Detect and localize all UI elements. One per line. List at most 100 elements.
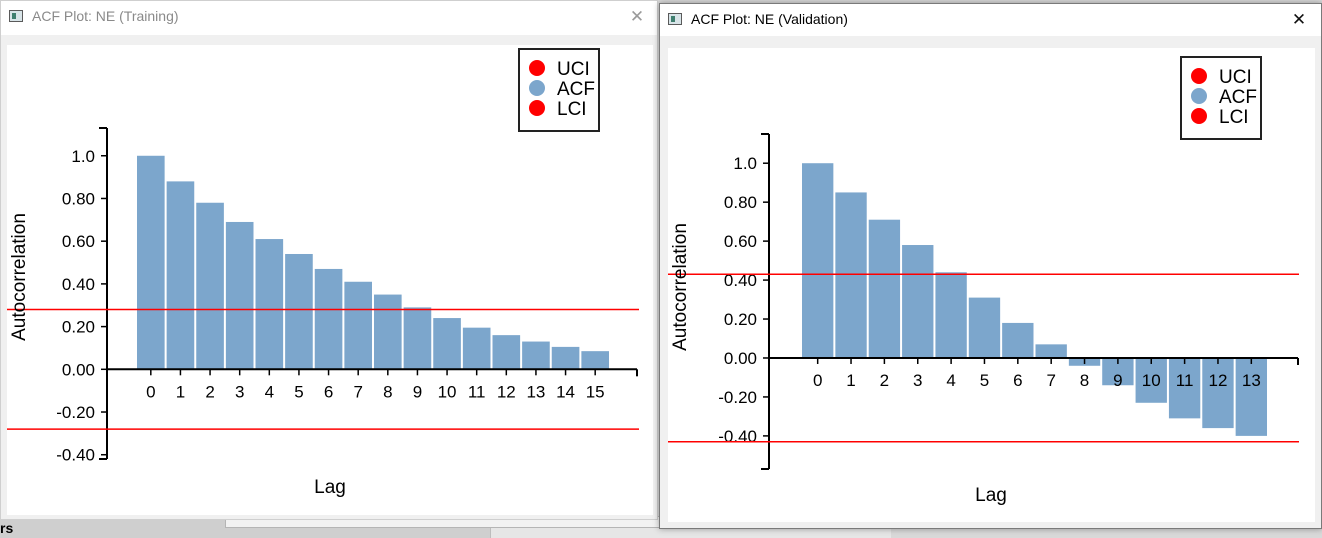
acf-bar — [868, 219, 901, 358]
acf-bar — [1002, 322, 1034, 358]
x-axis-label: Lag — [975, 485, 1007, 506]
close-button[interactable]: ✕ — [629, 7, 645, 26]
x-tick-label: 10 — [438, 382, 457, 401]
y-tick-label: 0.20 — [724, 310, 757, 329]
acf-bar — [314, 268, 343, 370]
acf-chart: 1.00.800.600.400.200.00-0.20-0.400 1 2 3 4 5 6… — [668, 56, 1299, 506]
x-tick-label: 13 — [526, 382, 545, 401]
acf-bar — [902, 245, 934, 358]
acf-bar — [1235, 357, 1267, 436]
y-tick-label: -0.40 — [56, 446, 95, 465]
acf-bar — [835, 192, 867, 358]
y-tick-label: 0.60 — [62, 232, 95, 251]
plot-area: 1.0 0.80 0.60 0.40 0.20 0.00 -0.20 -0.40 0 1 2 3 4 5 6… — [7, 45, 653, 515]
x-tick-label: 4 — [946, 371, 955, 390]
x-tick-label: 6 — [1013, 371, 1022, 390]
legend-marker — [1191, 68, 1207, 84]
acf-validation-window[interactable]: ACF Plot: NE (Validation) ✕ 1.0 0.80 0.60 0… — [659, 3, 1322, 529]
title-bar[interactable]: ACF Plot: NE (Training) ✕ — [1, 1, 657, 35]
legend-label: UCI — [557, 59, 590, 80]
y-tick-label: 0.00 — [62, 360, 95, 379]
app-icon — [668, 13, 682, 25]
x-tick-label: 0 — [146, 382, 155, 401]
legend-marker — [529, 60, 545, 76]
acf-bar — [551, 346, 580, 370]
acf-bar — [225, 221, 254, 370]
acf-bar — [462, 327, 491, 370]
x-tick-label: 8 — [1080, 371, 1089, 390]
acf-bar — [166, 181, 195, 370]
x-tick-label: 15 — [586, 382, 605, 401]
acf-bar — [374, 294, 402, 370]
legend-marker — [529, 100, 545, 116]
y-tick-label: -0.20 — [56, 403, 95, 422]
x-tick-label: 1 — [846, 371, 855, 390]
close-button[interactable]: ✕ — [1291, 10, 1307, 29]
x-tick-label: 14 — [556, 382, 575, 401]
x-tick-label: 9 — [413, 382, 422, 401]
x-tick-label: 3 — [913, 371, 922, 390]
acf-bar — [492, 335, 521, 370]
app-icon — [9, 10, 23, 22]
x-tick-label: 8 — [383, 382, 392, 401]
y-tick-label: 0.40 — [62, 275, 95, 294]
y-tick-label: 0.80 — [62, 189, 95, 208]
y-tick-label: -0.40 — [718, 427, 757, 446]
legend-label: LCI — [557, 99, 587, 120]
window-title: ACF Plot: NE (Training) — [32, 8, 179, 24]
acf-bar — [285, 253, 313, 370]
y-tick-label: -0.20 — [718, 388, 757, 407]
legend-label: ACF — [557, 79, 595, 100]
x-tick-label: 2 — [205, 382, 214, 401]
x-tick-label: 10 — [1142, 371, 1161, 390]
x-tick-label: 12 — [1209, 371, 1228, 390]
y-axis-label: Autocorrelation — [9, 213, 30, 341]
y-tick-label: 0.40 — [724, 271, 757, 290]
x-tick-label: 5 — [980, 371, 989, 390]
x-tick-label: 5 — [294, 382, 303, 401]
x-tick-label: 0 — [813, 371, 822, 390]
acf-bar — [1202, 357, 1234, 429]
acf-training-window[interactable]: ACF Plot: NE (Training) ✕ 1.0 0.80 0.60 0.4… — [0, 0, 658, 520]
x-tick-label: 2 — [880, 371, 889, 390]
x-tick-label: 11 — [1176, 371, 1194, 390]
y-tick-label: 1.0 — [71, 147, 95, 166]
acf-bar — [522, 341, 550, 370]
y-axis-label: Autocorrelation — [670, 223, 691, 351]
acf-bar — [802, 163, 834, 358]
x-tick-label: 4 — [265, 382, 274, 401]
x-axis-label: Lag — [314, 477, 346, 498]
acf-bar — [1035, 344, 1067, 358]
x-tick-label: 11 — [468, 382, 486, 401]
acf-bar — [344, 281, 372, 370]
y-tick-label: 0.80 — [724, 193, 757, 212]
plot-area: 1.0 0.80 0.60 0.40 0.20 0.00 -0.20 -0.40 0 1 2 3 4 5 6… — [668, 48, 1315, 522]
x-tick-label: 12 — [497, 382, 516, 401]
x-tick-label: 3 — [235, 382, 244, 401]
legend-label: UCI — [1219, 67, 1252, 88]
x-tick-label: 7 — [353, 382, 362, 401]
y-tick-label: 0.20 — [62, 318, 95, 337]
window-title: ACF Plot: NE (Validation) — [691, 11, 848, 27]
acf-bar — [137, 155, 165, 370]
acf-bar — [968, 297, 1001, 358]
background-label: rs — [0, 520, 14, 536]
legend-marker — [529, 80, 545, 96]
acf-bar — [935, 272, 967, 358]
acf-bar — [1168, 357, 1201, 419]
legend-label: ACF — [1219, 87, 1257, 108]
x-tick-label: 9 — [1113, 371, 1122, 390]
x-tick-label: 6 — [324, 382, 333, 401]
legend-marker — [1191, 108, 1207, 124]
acf-bar — [403, 307, 432, 370]
y-tick-label: 0.60 — [724, 232, 757, 251]
legend-label: LCI — [1219, 107, 1249, 128]
x-tick-label: 13 — [1242, 371, 1261, 390]
acf-bar — [581, 351, 609, 370]
y-tick-label: 1.0 — [733, 154, 757, 173]
x-tick-label: 1 — [176, 382, 185, 401]
acf-chart: 1.00.800.600.400.200.00-0.20-0.400 1 2 3 4 5 6… — [7, 48, 639, 498]
acf-bar — [255, 239, 284, 370]
x-tick-label: 7 — [1046, 371, 1055, 390]
title-bar[interactable]: ACF Plot: NE (Validation) ✕ — [660, 4, 1321, 36]
